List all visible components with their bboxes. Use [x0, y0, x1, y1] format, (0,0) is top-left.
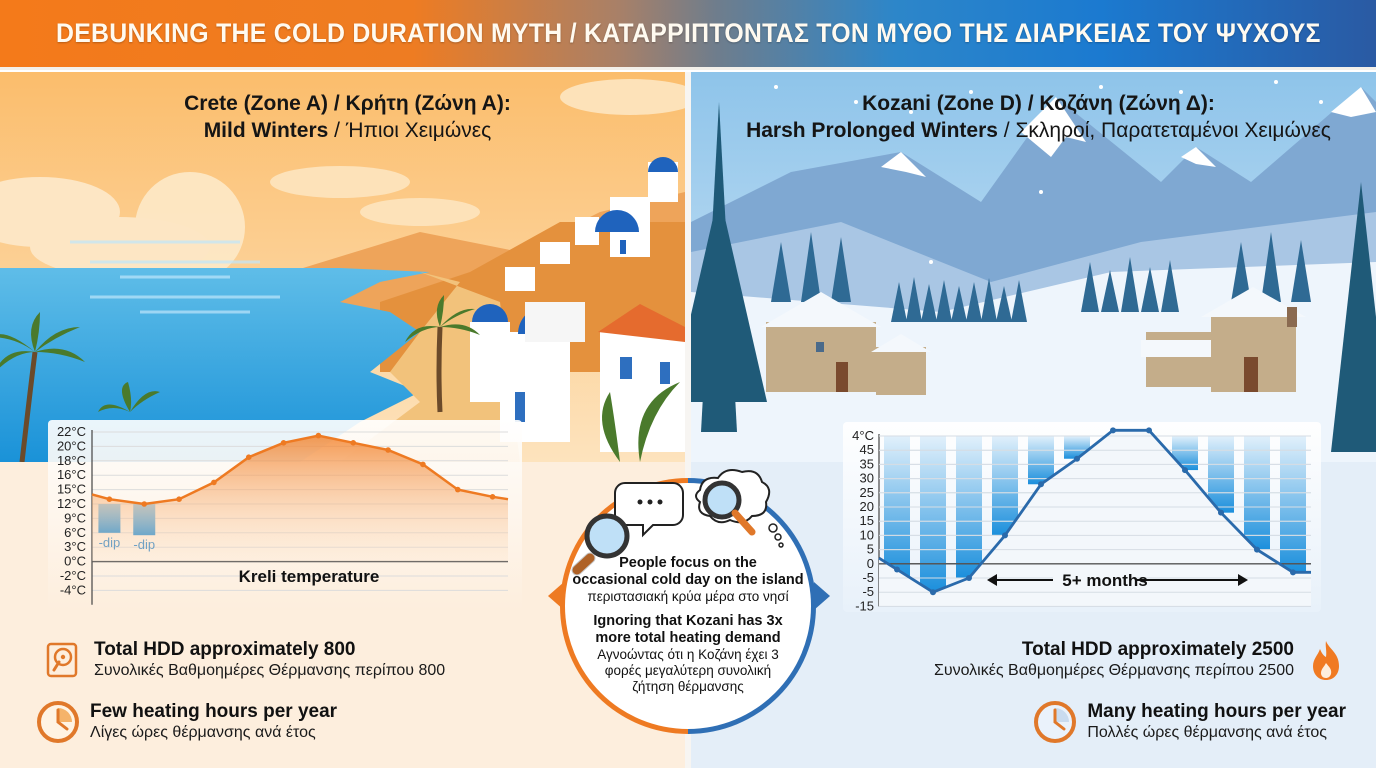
kozani-hours-label: Many heating hours per year [1087, 701, 1346, 722]
circle-left-arrow-tab [548, 582, 564, 610]
crete-panel-title: Crete (Zone A) / Κρήτη (Ζώνη Α): Mild Wi… [0, 90, 685, 144]
clock-icon [1033, 700, 1077, 744]
kozani-title-greek: / Σκληροί, Παρατεταμένοι Χειμώνες [997, 119, 1331, 142]
svg-text:-2°C: -2°C [60, 568, 86, 583]
page-title: DEBUNKING THE COLD DURATION MYTH / ΚΑΤΑΡ… [55, 18, 1321, 48]
svg-text:16°C: 16°C [57, 467, 86, 482]
crete-hdd-stat: Total HDD approximately 800 Συνολικές Βα… [40, 638, 445, 682]
svg-text:22°C: 22°C [57, 424, 86, 439]
clock-icon [36, 700, 80, 744]
kozani-panel: Kozani (Zone D) / Κοζάνη (Ζώνη Δ): Harsh… [691, 72, 1376, 768]
crete-hours-label: Few heating hours per year [90, 701, 338, 722]
svg-text:-5: -5 [862, 570, 874, 585]
circle-ignoring-text: Ignoring that Kozani has 3x more total h… [565, 613, 811, 695]
crete-title-greek: / Ήπιοι Χειμώνες [328, 119, 492, 142]
svg-text:9°C: 9°C [64, 510, 86, 525]
crete-hdd-greek: Συνολικές Βαθμοημέρες Θέρμανσης περίπου … [94, 662, 446, 679]
svg-text:25: 25 [860, 485, 874, 500]
svg-text:May: May [1028, 609, 1054, 612]
circle-line1: People focus on the [619, 555, 757, 571]
svg-text:30: 30 [860, 471, 874, 486]
circle-right-arrow-tab [814, 582, 830, 610]
svg-text:-5: -5 [862, 584, 874, 599]
svg-text:Jun: Jun [1066, 609, 1089, 612]
hard-drive-icon [40, 638, 84, 682]
kozani-hours-greek: Πολλές ώρες θέρμανσης ανά έτος [1087, 724, 1327, 741]
svg-text:Apr: Apr [994, 609, 1016, 612]
svg-text:4°C: 4°C [852, 428, 874, 443]
crete-title-line1: Crete (Zone A) / Κρήτη (Ζώνη Α): [184, 92, 511, 115]
svg-text:Dec: Dec [480, 608, 505, 610]
svg-text:5+ months: 5+ months [1062, 571, 1148, 590]
circle-focus-text: People focus on the occasional cold day … [565, 555, 811, 605]
svg-text:Jan: Jan [98, 608, 121, 610]
svg-text:Jul: Jul [309, 608, 327, 610]
svg-text:Apr: Apr [203, 608, 225, 610]
kozani-panel-title: Kozani (Zone D) / Κοζάνη (Ζώνη Δ): Harsh… [691, 90, 1376, 144]
crete-hours-stat: Few heating hours per year Λίγες ώρες θέ… [36, 700, 337, 744]
svg-text:-4°C: -4°C [60, 582, 86, 597]
svg-text:Feb: Feb [921, 609, 945, 612]
circle-line4: Ignoring that Kozani has 3x [593, 613, 783, 629]
svg-text:0°C: 0°C [64, 554, 86, 569]
kozani-hdd-label: Total HDD approximately 2500 [1021, 639, 1294, 660]
kozani-title-bold: Harsh Prolonged Winters [746, 119, 998, 142]
svg-text:-15: -15 [855, 598, 874, 612]
svg-text:Dec: Dec [1281, 609, 1306, 612]
svg-text:0: 0 [867, 556, 874, 571]
svg-text:Mar: Mar [957, 609, 981, 612]
svg-text:10: 10 [860, 527, 874, 542]
kozani-hdd-stat: Total HDD approximately 2500 Συνολικές Β… [934, 638, 1348, 682]
mediterranean-scene-illustration [0, 72, 685, 462]
kozani-hours-stat: Many heating hours per year Πολλές ώρες … [1033, 700, 1346, 744]
svg-text:35: 35 [860, 456, 874, 471]
circle-line6-greek: Αγνοώντας ότι η Κοζάνη έχει 3 [597, 647, 779, 662]
svg-text:20: 20 [860, 499, 874, 514]
svg-text:Sep: Sep [1173, 609, 1198, 612]
crete-hours-greek: Λίγες ώρες θέρμανσης ανά έτος [90, 724, 316, 741]
svg-text:Nov: Nov [445, 608, 470, 610]
circle-line2: occasional cold day on the island [572, 572, 804, 588]
svg-text:5: 5 [867, 542, 874, 557]
snowy-village-scene-illustration [691, 72, 1376, 462]
svg-text:Kreli temperature: Kreli temperature [239, 567, 380, 586]
svg-text:Oct: Oct [1210, 609, 1232, 612]
crete-panel: Crete (Zone A) / Κρήτη (Ζώνη Α): Mild Wi… [0, 72, 685, 768]
svg-text:Aug: Aug [341, 608, 366, 610]
svg-text:6°C: 6°C [64, 525, 86, 540]
crete-chart-canvas: 22°C20°C18°C16°C15°C12°C9°C6°C3°C0°C-2°C… [57, 424, 509, 610]
circle-line8-greek: ζήτηση θέρμανσης [632, 679, 744, 694]
myth-explanation-circle: People focus on the occasional cold day … [560, 478, 816, 734]
svg-text:May: May [236, 608, 262, 610]
svg-text:Aug: Aug [1137, 609, 1162, 612]
circle-line5: more total heating demand [595, 630, 781, 646]
svg-text:20°C: 20°C [57, 438, 86, 453]
svg-text:Feb: Feb [132, 608, 156, 610]
svg-text:Nov: Nov [1245, 609, 1270, 612]
crete-hdd-label: Total HDD approximately 800 [94, 639, 356, 660]
svg-text:15: 15 [860, 513, 874, 528]
crete-temperature-chart: 22°C 20°C 18°C 16°C 15°C 12°C 9°C 6°C 3°C 0°C -2°C… [48, 420, 522, 610]
svg-text:Sep: Sep [376, 608, 401, 610]
circle-line3-greek: περιστασιακή κρύα μέρα στο νησί [587, 589, 789, 604]
svg-text:3°C: 3°C [64, 539, 86, 554]
svg-text:Jul: Jul [1104, 609, 1122, 612]
svg-text:12°C: 12°C [57, 496, 86, 511]
header-banner: DEBUNKING THE COLD DURATION MYTH / ΚΑΤΑΡ… [0, 0, 1376, 70]
kozani-title-line1: Kozani (Zone D) / Κοζάνη (Ζώνη Δ): [862, 92, 1215, 115]
circle-line7-greek: φορές μεγαλύτερη συνολική [604, 663, 772, 678]
svg-text:Oct: Oct [412, 608, 434, 610]
svg-text:Mar: Mar [167, 608, 191, 610]
crete-title-bold: Mild Winters [203, 119, 329, 142]
svg-text:Jan: Jan [886, 609, 909, 612]
flame-icon [1304, 638, 1348, 682]
svg-text:Jun: Jun [272, 608, 295, 610]
svg-text:15°C: 15°C [57, 482, 86, 497]
kozani-hdd-greek: Συνολικές Βαθμοημέρες Θέρμανσης περίπου … [933, 662, 1294, 679]
svg-text:18°C: 18°C [57, 453, 86, 468]
panel-divider [685, 72, 691, 768]
svg-text:45: 45 [860, 442, 874, 457]
